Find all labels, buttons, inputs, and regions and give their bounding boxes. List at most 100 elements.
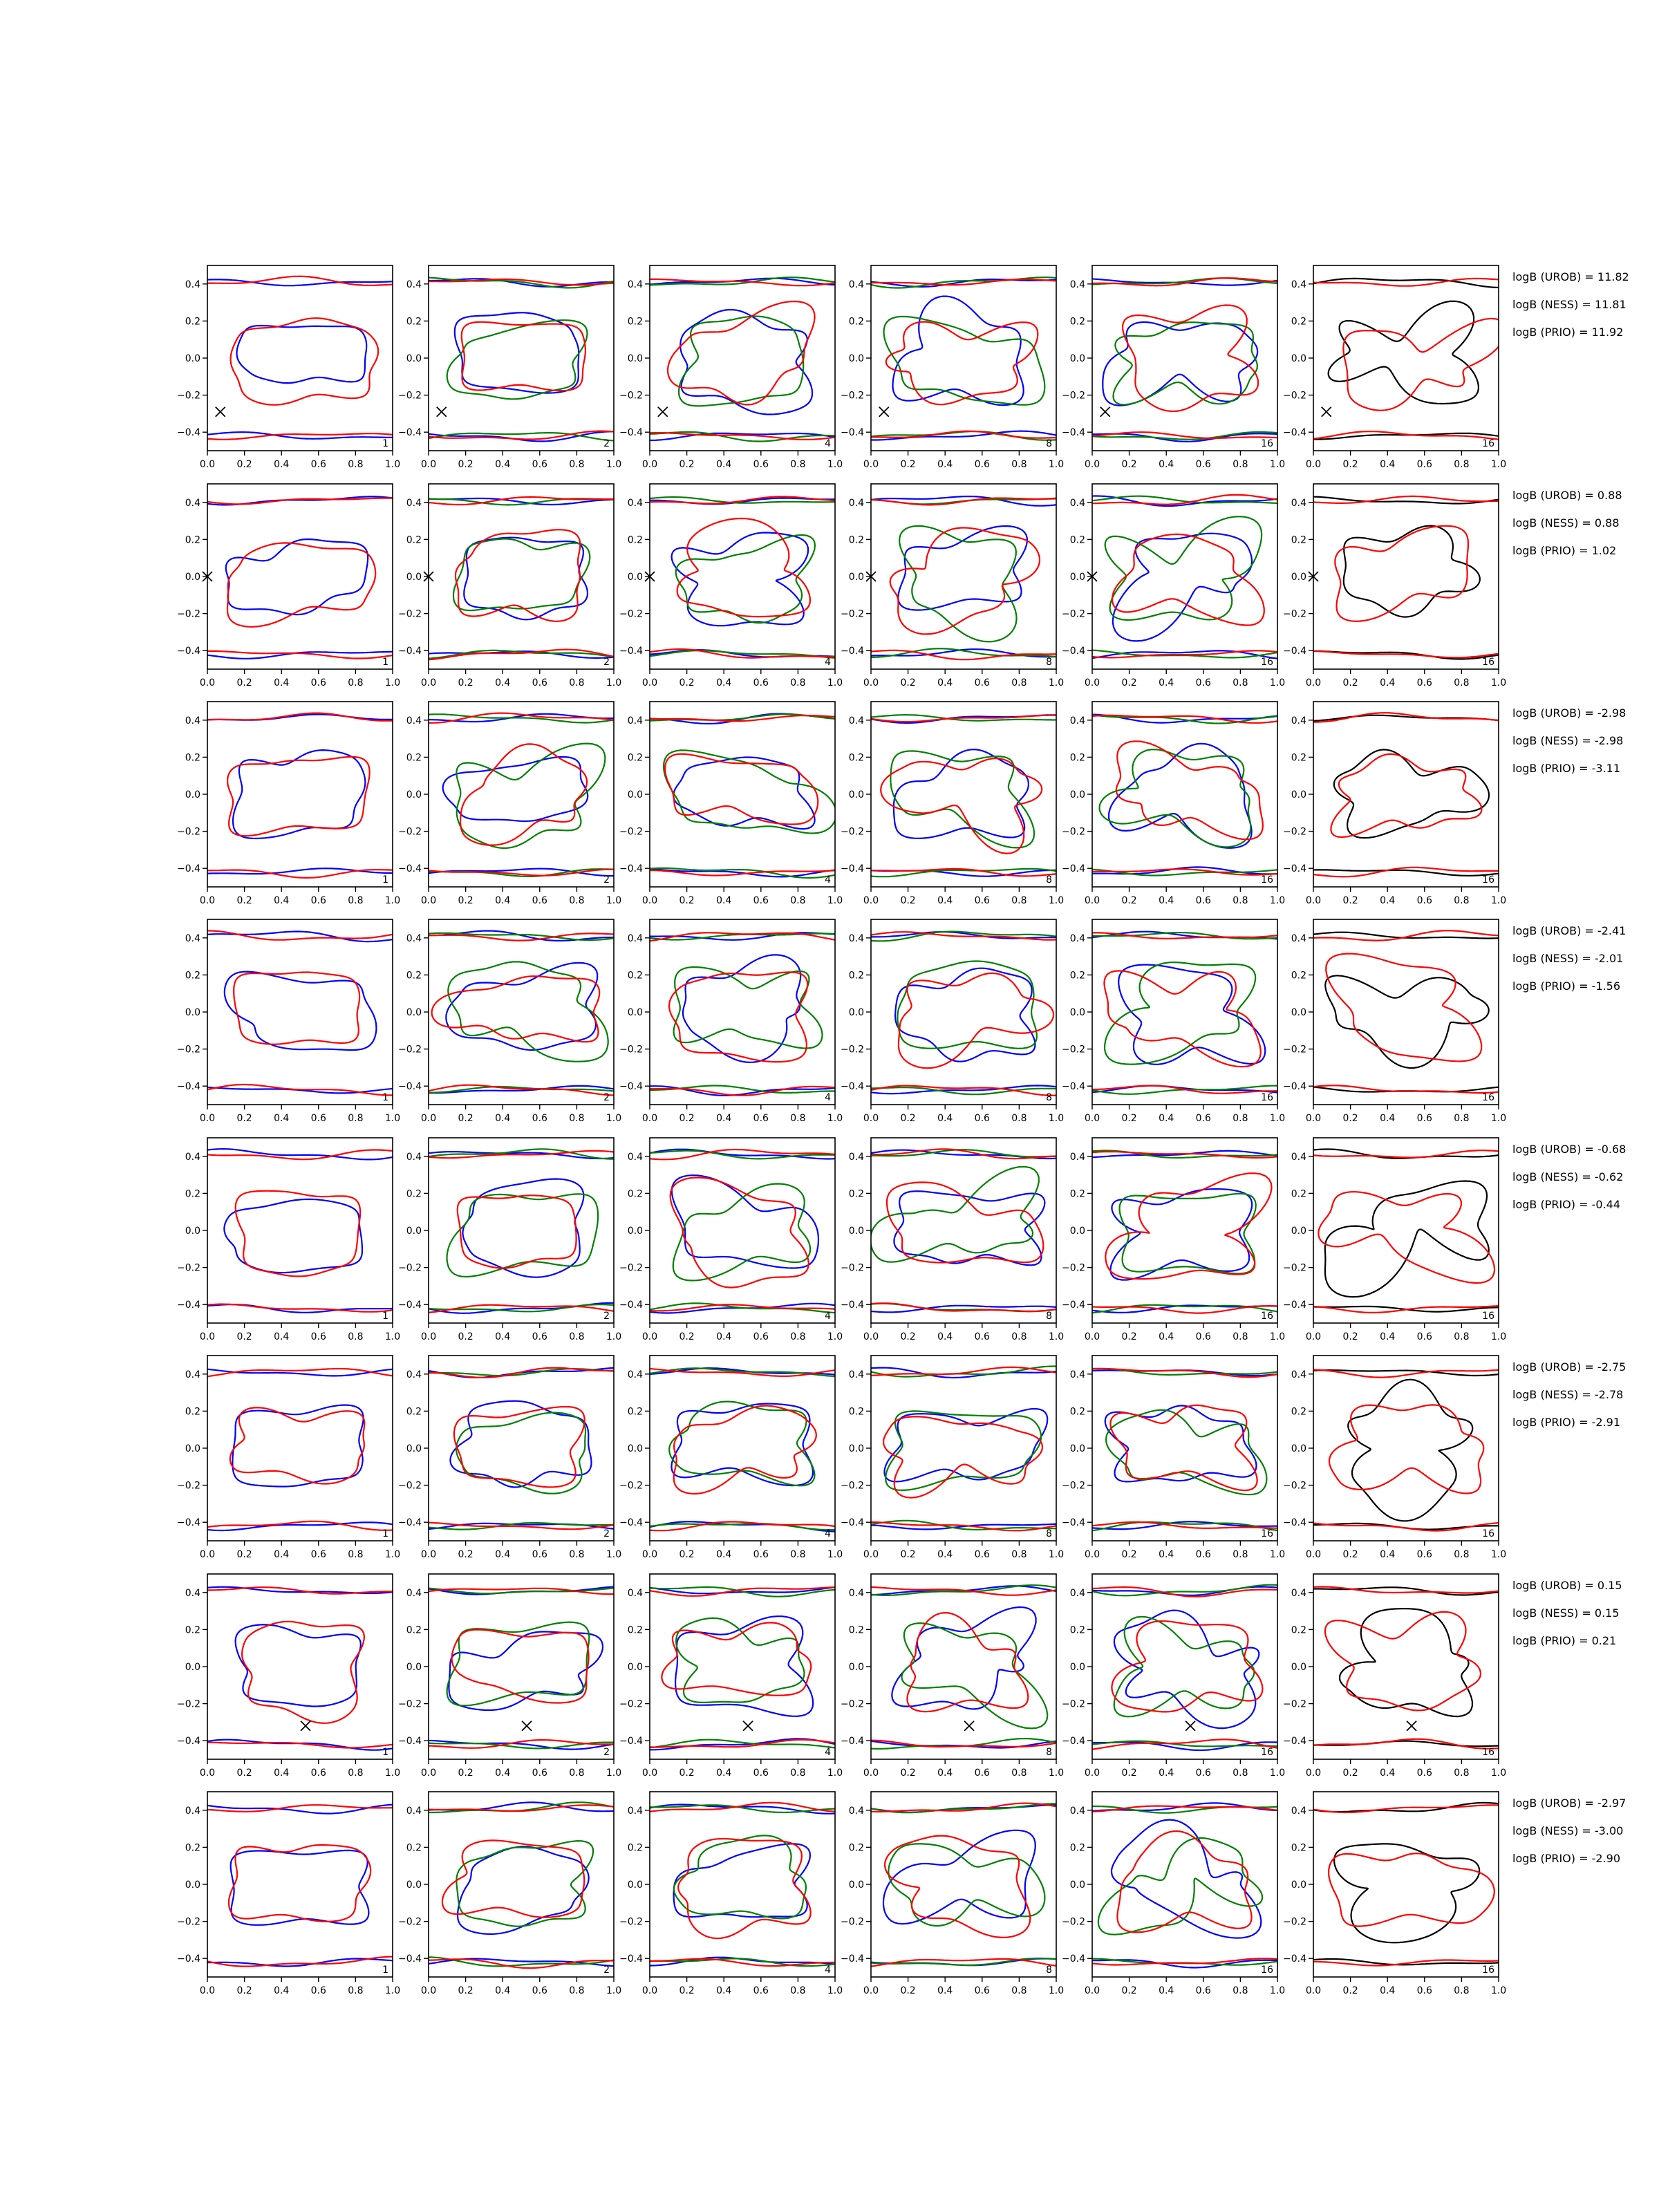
contour-upper [429, 276, 614, 289]
x-tick-label: 1.0 [1049, 1985, 1064, 1996]
x-tick-label: 0.0 [1085, 1768, 1100, 1779]
panel-r8-c1: 0.0 0.2 0.4 0.6 0.8 1.0 0.4 0.2 0.0 −0.2 −0.4 1 [177, 1791, 400, 1996]
contour-upper [429, 712, 614, 724]
y-tick-label: 0.4 [1291, 933, 1306, 944]
y-tick-label: −0.2 [398, 1917, 422, 1928]
y-tick-label: 0.0 [628, 572, 643, 583]
y-tick-label: −0.2 [1062, 1481, 1085, 1492]
y-tick-label: −0.4 [177, 863, 200, 874]
contour-lower [1092, 868, 1277, 877]
x-tick-label: 0.0 [1085, 1113, 1100, 1124]
contour-upper [1313, 277, 1499, 289]
panel-label: 2 [603, 1311, 610, 1322]
x-tick-label: 0.4 [1159, 677, 1174, 688]
y-tick-label: −0.2 [1283, 1699, 1306, 1710]
y-tick-label: 0.0 [849, 1662, 864, 1673]
contour-inner [456, 1194, 577, 1269]
x-tick-label: 0.2 [236, 1549, 252, 1560]
panel-curves [650, 1586, 835, 1751]
x-tick-label: 0.4 [274, 1768, 289, 1779]
contour-upper [650, 932, 835, 942]
contour-lower [650, 867, 835, 879]
panel-r6-c1: 0.0 0.2 0.4 0.6 0.8 1.0 0.4 0.2 0.0 −0.2 −0.4 1 [177, 1355, 400, 1560]
y-tick-label: 0.4 [1291, 1152, 1306, 1163]
x-tick-label: 0.6 [532, 1549, 547, 1560]
contour-inner [668, 1400, 816, 1487]
panel-curves [207, 1147, 393, 1313]
contour-lower [429, 430, 614, 440]
x-tick-label: 0.6 [1417, 1768, 1432, 1779]
x-tick-label: 0.2 [1342, 895, 1358, 906]
contour-inner [677, 315, 805, 407]
panel-curves [650, 1801, 835, 1967]
panel-r4-c4: 0.0 0.2 0.4 0.6 0.8 1.0 0.4 0.2 0.0 −0.2 −0.4 8 [841, 919, 1064, 1124]
x-tick-label: 1.0 [1049, 1113, 1064, 1124]
y-tick-label: −0.2 [177, 609, 200, 620]
contour-lower [650, 1958, 835, 1967]
x-tick-label: 1.0 [1491, 1985, 1506, 1996]
contour-inner [227, 1844, 372, 1922]
y-tick-label: 0.0 [1291, 1443, 1306, 1454]
x-marker [215, 406, 226, 418]
x-tick-label: 0.2 [458, 1768, 473, 1779]
y-tick-label: 0.2 [185, 1406, 200, 1417]
y-tick-label: 0.2 [1070, 534, 1085, 545]
axes-frame [428, 1137, 615, 1324]
contour-inner [1342, 525, 1481, 618]
contour-inner [460, 743, 588, 846]
contour-upper [1313, 1369, 1499, 1378]
contour-lower [650, 1085, 835, 1096]
panel-r5-c2: 0.0 0.2 0.4 0.6 0.8 1.0 0.4 0.2 0.0 −0.2 −0.4 2 [398, 1137, 621, 1342]
panel-r7-c4: 0.0 0.2 0.4 0.6 0.8 1.0 0.4 0.2 0.0 −0.2 −0.4 8 [841, 1573, 1064, 1779]
y-tick-label: 0.0 [406, 353, 422, 364]
x-tick-label: 0.0 [200, 459, 215, 470]
panel-curves [429, 712, 614, 877]
contour-lower [207, 1520, 393, 1531]
panel-label: 16 [1261, 1528, 1273, 1539]
y-tick-label: −0.4 [177, 1953, 200, 1965]
contour-inner [677, 1837, 812, 1940]
panel-r5-c5: 0.0 0.2 0.4 0.6 0.8 1.0 0.4 0.2 0.0 −0.2 −0.4 16 [1062, 1137, 1285, 1342]
x-tick-label: 0.4 [716, 459, 731, 470]
x-tick-label: 0.0 [1306, 1549, 1321, 1560]
contour-upper [1092, 495, 1277, 507]
x-marker [879, 406, 890, 418]
x-tick-label: 1.0 [1270, 1549, 1285, 1560]
y-tick-label: 0.2 [1070, 1406, 1085, 1417]
y-tick-label: 0.4 [1291, 1806, 1306, 1817]
x-tick-label: 0.8 [1011, 1768, 1027, 1779]
panel-r6-c6: 0.0 0.2 0.4 0.6 0.8 1.0 0.4 0.2 0.0 −0.2 −0.4 16 [1283, 1355, 1506, 1560]
x-tick-label: 0.8 [1011, 677, 1027, 688]
panel-r2-c1: 0.0 0.2 0.4 0.6 0.8 1.0 0.4 0.2 0.0 −0.2 −0.4 1 [177, 483, 400, 688]
y-tick-label: 0.4 [1291, 1369, 1306, 1380]
y-tick-label: 0.2 [628, 1406, 643, 1417]
panel-curves [871, 930, 1056, 1096]
y-tick-label: 0.2 [185, 1842, 200, 1853]
y-tick-label: −0.2 [619, 1481, 643, 1492]
contour-lower [207, 433, 393, 440]
y-tick-label: 0.0 [185, 353, 200, 364]
x-tick-label: 0.8 [348, 1113, 363, 1124]
panel-curves [871, 496, 1056, 661]
panel-curves [429, 276, 614, 442]
contour-inner [1103, 970, 1262, 1068]
y-tick-label: −0.4 [398, 1300, 422, 1311]
y-tick-label: 0.0 [1070, 1443, 1085, 1454]
contour-inner [1325, 953, 1483, 1062]
y-tick-label: 0.4 [1070, 1152, 1085, 1163]
contour-inner [462, 1178, 585, 1278]
x-tick-label: 0.6 [975, 895, 990, 906]
y-tick-label: 0.2 [849, 1406, 864, 1417]
contour-inner [675, 1615, 814, 1717]
y-tick-label: −0.2 [398, 1263, 422, 1274]
x-tick-label: 0.8 [1011, 895, 1027, 906]
y-tick-label: 0.0 [849, 1007, 864, 1018]
y-tick-label: −0.4 [1062, 427, 1085, 438]
y-tick-label: 0.2 [628, 534, 643, 545]
contour-inner [241, 1620, 366, 1724]
y-tick-label: −0.4 [841, 1517, 864, 1528]
contour-upper [650, 1803, 835, 1815]
contour-upper [1313, 1804, 1499, 1814]
y-tick-label: 0.0 [1070, 572, 1085, 583]
axes-frame [649, 265, 836, 451]
